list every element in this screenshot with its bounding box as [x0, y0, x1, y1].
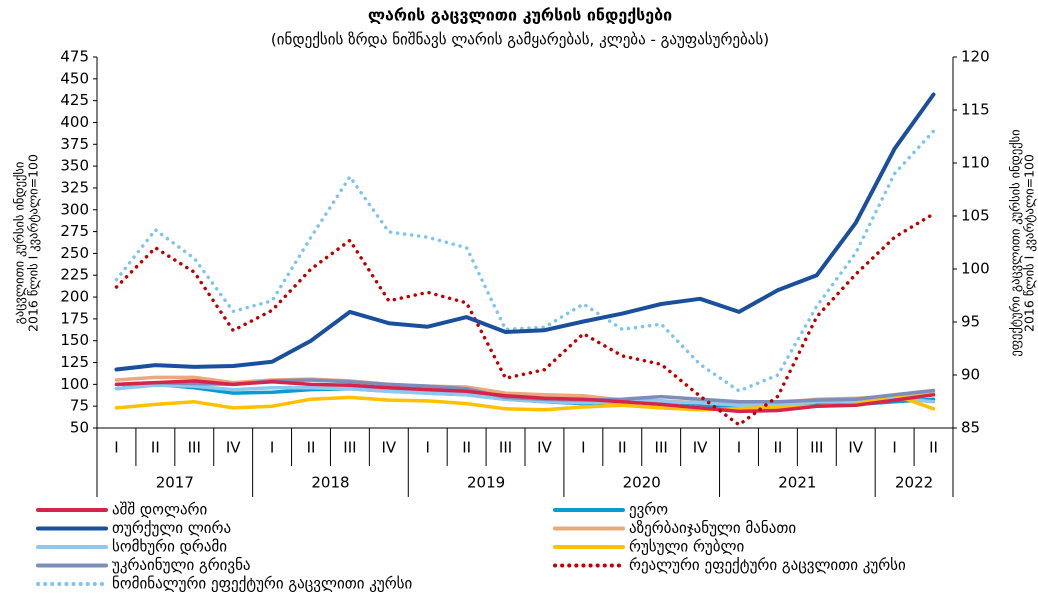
y2-tick-label: 105 — [961, 207, 990, 225]
x-tick-label: I — [737, 439, 741, 457]
x-year-label: 2019 — [467, 474, 505, 492]
x-year-label: 2021 — [778, 474, 816, 492]
chart-title: ლარის გაცვლითი კურსის ინდექსები — [368, 6, 672, 25]
x-year-label: 2022 — [895, 474, 933, 492]
x-tick-label: II — [618, 439, 627, 457]
y-tick-label: 125 — [60, 353, 89, 371]
y2-tick-label: 115 — [961, 101, 990, 119]
legend-label: რეალური ეფექტური გაცვლითი კურსი — [629, 556, 906, 574]
series-line — [114, 212, 936, 427]
y-tick-label: 375 — [60, 135, 89, 153]
y-axis-title: 2016 წლის I კვარტალი=100 — [26, 154, 41, 332]
series-line — [114, 129, 936, 393]
x-tick-label: III — [188, 439, 201, 457]
legend-label: აშშ დოლარი — [112, 501, 207, 519]
x-tick-label: I — [114, 439, 118, 457]
x-tick-label: IV — [693, 439, 708, 457]
y-tick-label: 75 — [70, 397, 89, 415]
y2-tick-label: 110 — [961, 154, 990, 172]
x-tick-label: IV — [226, 439, 241, 457]
x-tick-label: II — [462, 439, 471, 457]
y-tick-label: 300 — [60, 200, 89, 218]
x-tick-label: I — [581, 439, 585, 457]
x-year-label: 2020 — [623, 474, 661, 492]
y-tick-label: 150 — [60, 331, 89, 349]
series-line — [114, 379, 936, 414]
x-tick-label: III — [655, 439, 668, 457]
x-tick-label: II — [307, 439, 316, 457]
y2-axis-title: 2016 წლის I კვარტალი=100 — [1022, 154, 1037, 332]
x-tick-label: IV — [848, 439, 863, 457]
x-tick-label: II — [151, 439, 160, 457]
legend-label: აზერბაიჯანული მანათი — [629, 519, 796, 537]
x-year-label: 2018 — [311, 474, 349, 492]
x-tick-label: II — [773, 439, 782, 457]
chart-subtitle: (ინდექსის ზრდა ნიშნავს ლარის გამყარებას,… — [271, 31, 769, 49]
y-tick-label: 275 — [60, 222, 89, 240]
series-line — [114, 383, 936, 408]
y-tick-label: 325 — [60, 178, 89, 196]
y-tick-label: 400 — [60, 113, 89, 131]
y2-tick-label: 100 — [961, 260, 990, 278]
x-tick-label: I — [892, 439, 896, 457]
x-tick-label: III — [343, 439, 356, 457]
legend-label: უკრაინული გრივნა — [112, 556, 251, 574]
y2-tick-label: 90 — [961, 366, 980, 384]
y2-axis-title: ეფექტური გაცვლითი კურსის ინდექსი — [1008, 129, 1023, 356]
y-tick-label: 250 — [60, 244, 89, 262]
x-tick-label: I — [426, 439, 430, 457]
legend-label: ევრო — [629, 501, 668, 519]
y-tick-label: 50 — [70, 419, 89, 437]
x-year-label: 2017 — [156, 474, 194, 492]
y-tick-label: 350 — [60, 157, 89, 175]
y-tick-label: 475 — [60, 48, 89, 66]
y-tick-label: 100 — [60, 375, 89, 393]
y-tick-label: 175 — [60, 309, 89, 327]
series-line — [114, 92, 936, 372]
y-tick-label: 225 — [60, 266, 89, 284]
y2-tick-label: 85 — [961, 419, 980, 437]
x-tick-label: IV — [537, 439, 552, 457]
x-tick-label: III — [499, 439, 512, 457]
x-tick-label: III — [810, 439, 823, 457]
legend-label: სომხური დრამი — [112, 538, 227, 556]
y2-tick-label: 95 — [961, 313, 980, 331]
x-tick-label: II — [929, 439, 938, 457]
x-tick-label: IV — [381, 439, 396, 457]
legend-label: თურქული ლირა — [112, 519, 231, 537]
y-tick-label: 200 — [60, 288, 89, 306]
y2-tick-label: 120 — [961, 48, 990, 66]
y-tick-label: 425 — [60, 91, 89, 109]
legend-label: ნომინალური ეფექტური გაცვლითი კურსი — [112, 575, 413, 593]
y-tick-label: 450 — [60, 69, 89, 87]
y-axis-title: გაცვლითი კურსის ინდექსი — [12, 162, 27, 325]
legend-label: რუსული რუბლი — [629, 538, 744, 556]
x-tick-label: I — [270, 439, 274, 457]
